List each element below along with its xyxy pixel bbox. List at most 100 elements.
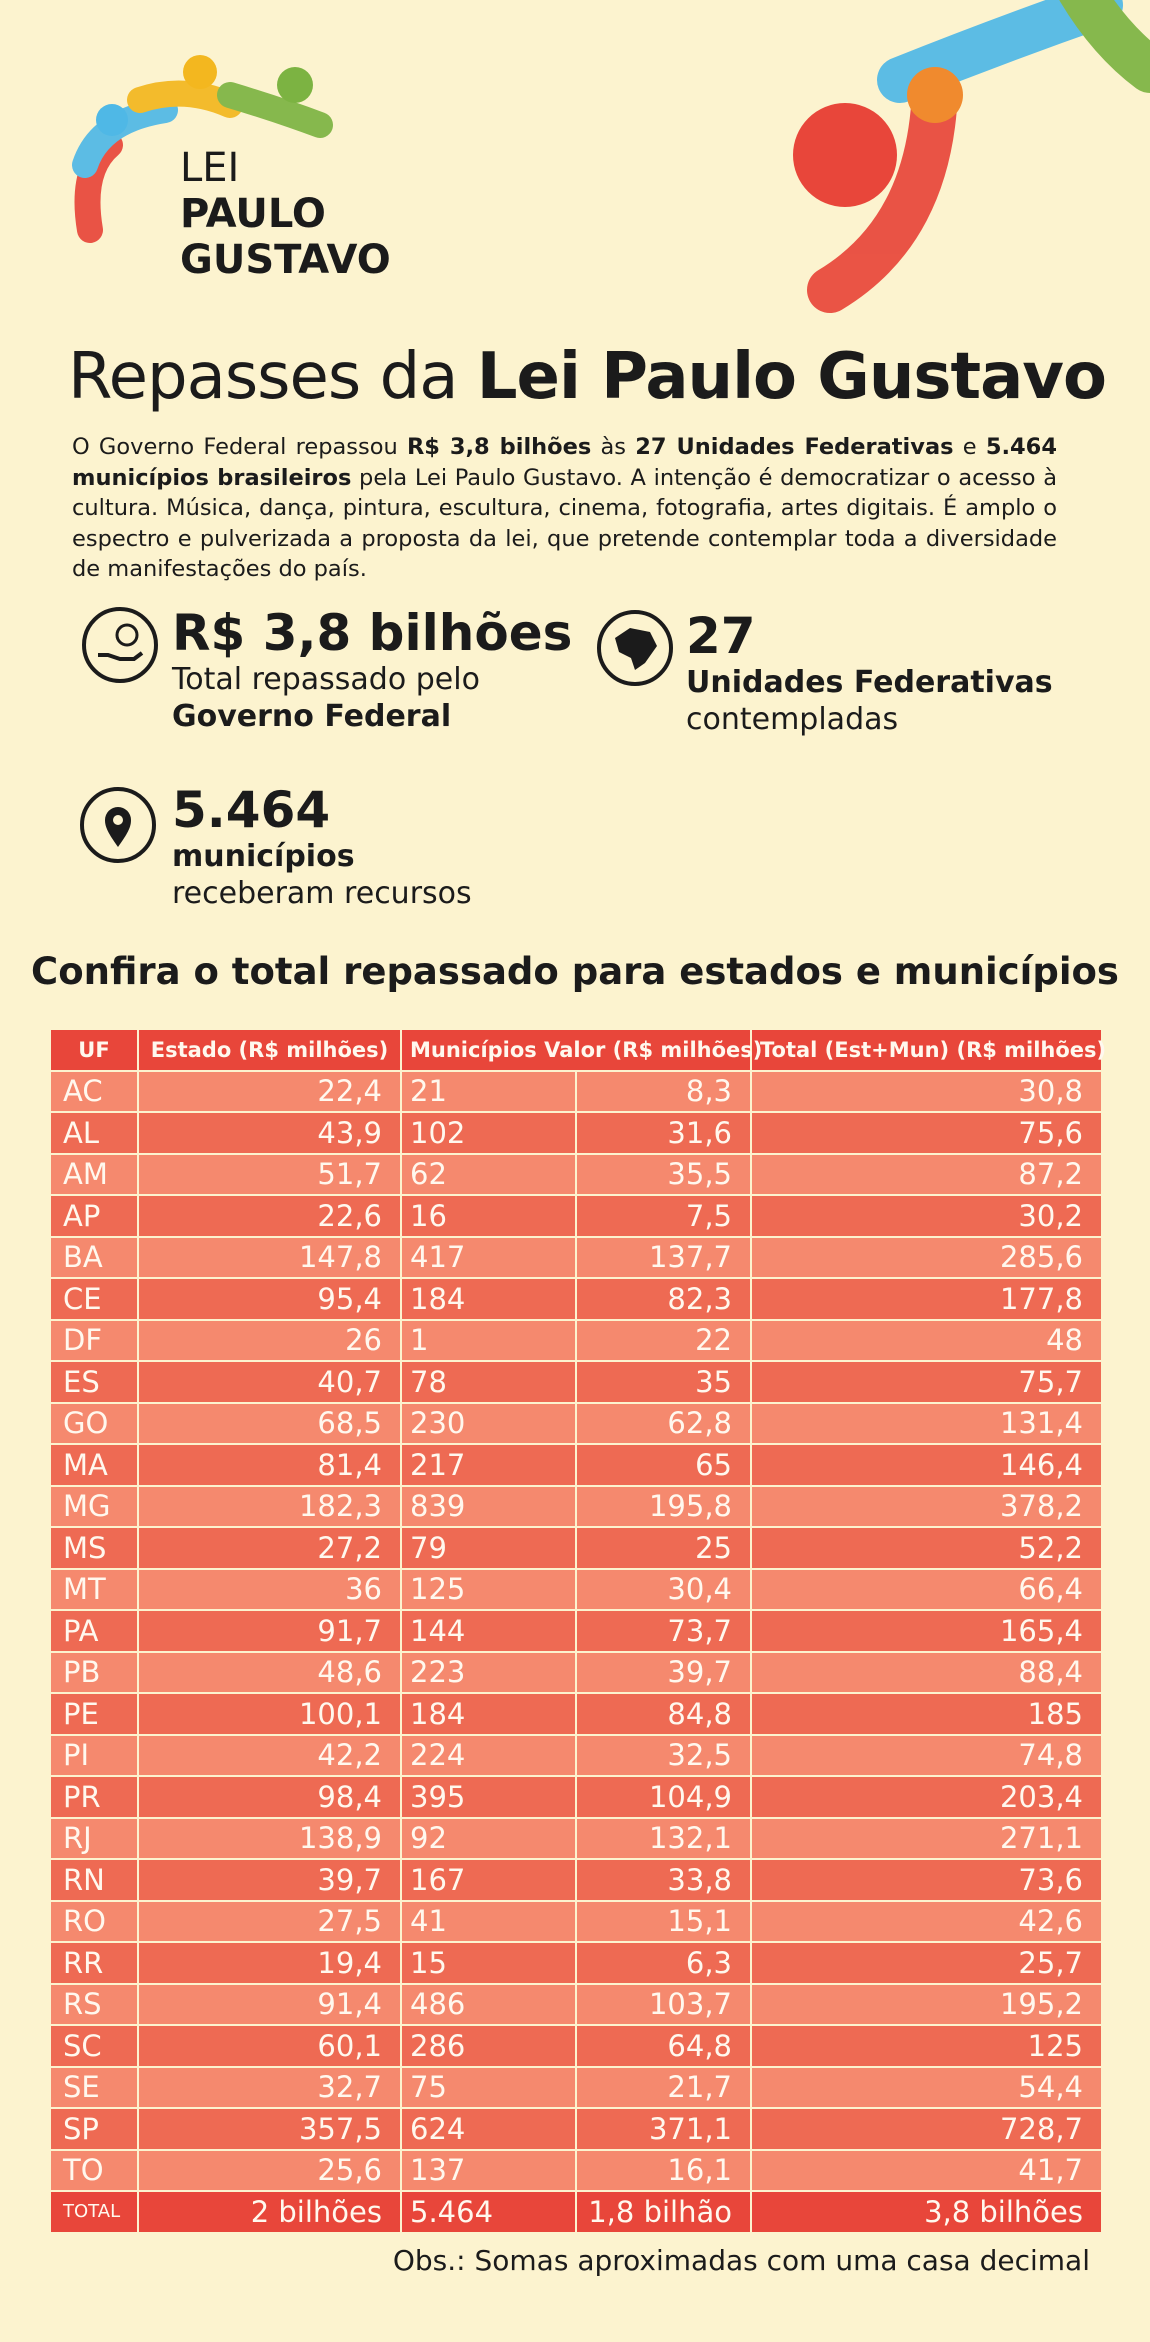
table-cell: MA: [49, 1443, 139, 1487]
table-cell: 62,8: [575, 1401, 752, 1445]
stat-value: 5.464: [172, 781, 331, 839]
table-cell: 22,6: [137, 1194, 402, 1238]
table-cell: 138,9: [137, 1816, 402, 1860]
table-cell: 167: [400, 1858, 577, 1902]
table-row: AP 22,6 16 7,5 30,2: [49, 1194, 1103, 1238]
title-regular: Repasses da: [68, 340, 477, 414]
table-cell: 68,5: [137, 1401, 402, 1445]
intro: O Governo Federal repassou R$ 3,8 bilhõe…: [72, 432, 1057, 585]
table-row: SE 32,7 75 21,7 54,4: [49, 2065, 1103, 2109]
table-cell: RS: [49, 1982, 139, 2026]
logo-line: GUSTAVO: [180, 237, 391, 283]
table-cell: 21: [400, 1069, 577, 1113]
table-row: RN 39,7 167 33,8 73,6: [49, 1858, 1103, 1902]
header-cell: Total (Est+Mun) (R$ milhões): [750, 1028, 1106, 1072]
table-row: MG 182,3 839 195,8 378,2: [49, 1484, 1103, 1528]
table-cell: 104,9: [575, 1775, 752, 1819]
table-cell: 125: [750, 2024, 1103, 2068]
section-title: Confira o total repassado para estados e…: [31, 950, 1119, 993]
table-cell: 35: [575, 1360, 752, 1404]
table-cell: 75,6: [750, 1111, 1103, 1155]
table-cell: 378,2: [750, 1484, 1103, 1528]
table-cell: 81,4: [137, 1443, 402, 1487]
table-cell: 165,4: [750, 1609, 1103, 1653]
table-cell: 184: [400, 1692, 577, 1736]
table-cell: 728,7: [750, 2107, 1103, 2151]
table-cell: DF: [49, 1318, 139, 1362]
intro-segment: pela Lei Paulo Gustavo. A intenção é dem…: [72, 464, 1057, 583]
table-cell: PI: [49, 1733, 139, 1777]
table-cell: 42,6: [750, 1899, 1103, 1943]
header-cell: Estado (R$ milhões): [137, 1028, 402, 1072]
table-cell: 43,9: [137, 1111, 402, 1155]
money-icon: [82, 607, 158, 683]
table-row: MT 36 125 30,4 66,4: [49, 1567, 1103, 1611]
table-cell: 217: [400, 1443, 577, 1487]
table-cell: 224: [400, 1733, 577, 1777]
table-row: MS 27,2 79 25 52,2: [49, 1526, 1103, 1570]
title: Repasses da Lei Paulo Gustavo: [68, 340, 1107, 414]
table-cell: 51,7: [137, 1152, 402, 1196]
table-cell: 203,4: [750, 1775, 1103, 1819]
table-row: PE 100,1 184 84,8 185: [49, 1692, 1103, 1736]
table-cell: 73,6: [750, 1858, 1103, 1902]
stat: R$ 3,8 bilhões Total repassado pelo Govern…: [172, 605, 572, 735]
table-row: AC 22,4 21 8,3 30,8: [49, 1069, 1103, 1113]
table-cell: 91,7: [137, 1609, 402, 1653]
table-row: DF 26 1 22 48: [49, 1318, 1103, 1362]
table-cell: 395: [400, 1775, 577, 1819]
table-cell: 2 bilhões: [137, 2190, 402, 2234]
title-bold: Lei Paulo Gustavo: [476, 340, 1107, 414]
intro-segment: R$ 3,8 bilhões: [406, 434, 592, 460]
table-row: AM 51,7 62 35,5 87,2: [49, 1152, 1103, 1196]
data-table: UF Estado (R$ milhões) Municípios Valor (R…: [49, 1028, 1106, 2234]
table-cell: PE: [49, 1692, 139, 1736]
table-cell: 1,8 bilhão: [575, 2190, 752, 2234]
table-cell: 82,3: [575, 1277, 752, 1321]
decoration: [72, 0, 1150, 313]
note: Obs.: Somas aproximadas com uma casa dec…: [392, 2244, 1090, 2277]
table-row: PI 42,2 224 32,5 74,8: [49, 1733, 1103, 1777]
table-cell: 75: [400, 2065, 577, 2109]
table-row: SC 60,1 286 64,8 125: [49, 2024, 1103, 2068]
table-cell: 22,4: [137, 1069, 402, 1113]
table-row: ES 40,7 78 35 75,7: [49, 1360, 1103, 1404]
table-cell: 230: [400, 1401, 577, 1445]
table-row: PR 98,4 395 104,9 203,4: [49, 1775, 1103, 1819]
table-cell: 271,1: [750, 1816, 1103, 1860]
table-cell: RN: [49, 1858, 139, 1902]
table-cell: 40,7: [137, 1360, 402, 1404]
table-cell: 184: [400, 1277, 577, 1321]
stat: 5.464 municípios receberam recursos: [172, 782, 472, 912]
table-row: CE 95,4 184 82,3 177,8: [49, 1277, 1103, 1321]
table-cell: 31,6: [575, 1111, 752, 1155]
stat-text: Total repassado pelo: [172, 662, 480, 697]
table-cell: 144: [400, 1609, 577, 1653]
table-cell: 137: [400, 2148, 577, 2192]
table-cell: 5.464: [400, 2190, 577, 2234]
table-cell: 39,7: [137, 1858, 402, 1902]
table-cell: 73,7: [575, 1609, 752, 1653]
table-cell: SP: [49, 2107, 139, 2151]
table-cell: MS: [49, 1526, 139, 1570]
table-cell: 32,5: [575, 1733, 752, 1777]
stat-value: 27: [686, 607, 756, 665]
table-cell: RJ: [49, 1816, 139, 1860]
table-cell: 125: [400, 1567, 577, 1611]
table-cell: SC: [49, 2024, 139, 2068]
table-cell: 91,4: [137, 1982, 402, 2026]
table-row: RR 19,4 15 6,3 25,7: [49, 1941, 1103, 1985]
table-cell: 52,2: [750, 1526, 1103, 1570]
pin-icon: [80, 787, 156, 863]
table-cell: 88,4: [750, 1650, 1103, 1694]
stat-value: R$ 3,8 bilhões: [172, 604, 573, 662]
table-cell: PA: [49, 1609, 139, 1653]
table-cell: 42,2: [137, 1733, 402, 1777]
table-cell: PR: [49, 1775, 139, 1819]
header-cell: Municípios Valor (R$ milhões): [400, 1028, 762, 1072]
table-cell: AP: [49, 1194, 139, 1238]
table-cell: 95,4: [137, 1277, 402, 1321]
table-cell: 7,5: [575, 1194, 752, 1238]
table-cell: 624: [400, 2107, 577, 2151]
table-cell: 6,3: [575, 1941, 752, 1985]
